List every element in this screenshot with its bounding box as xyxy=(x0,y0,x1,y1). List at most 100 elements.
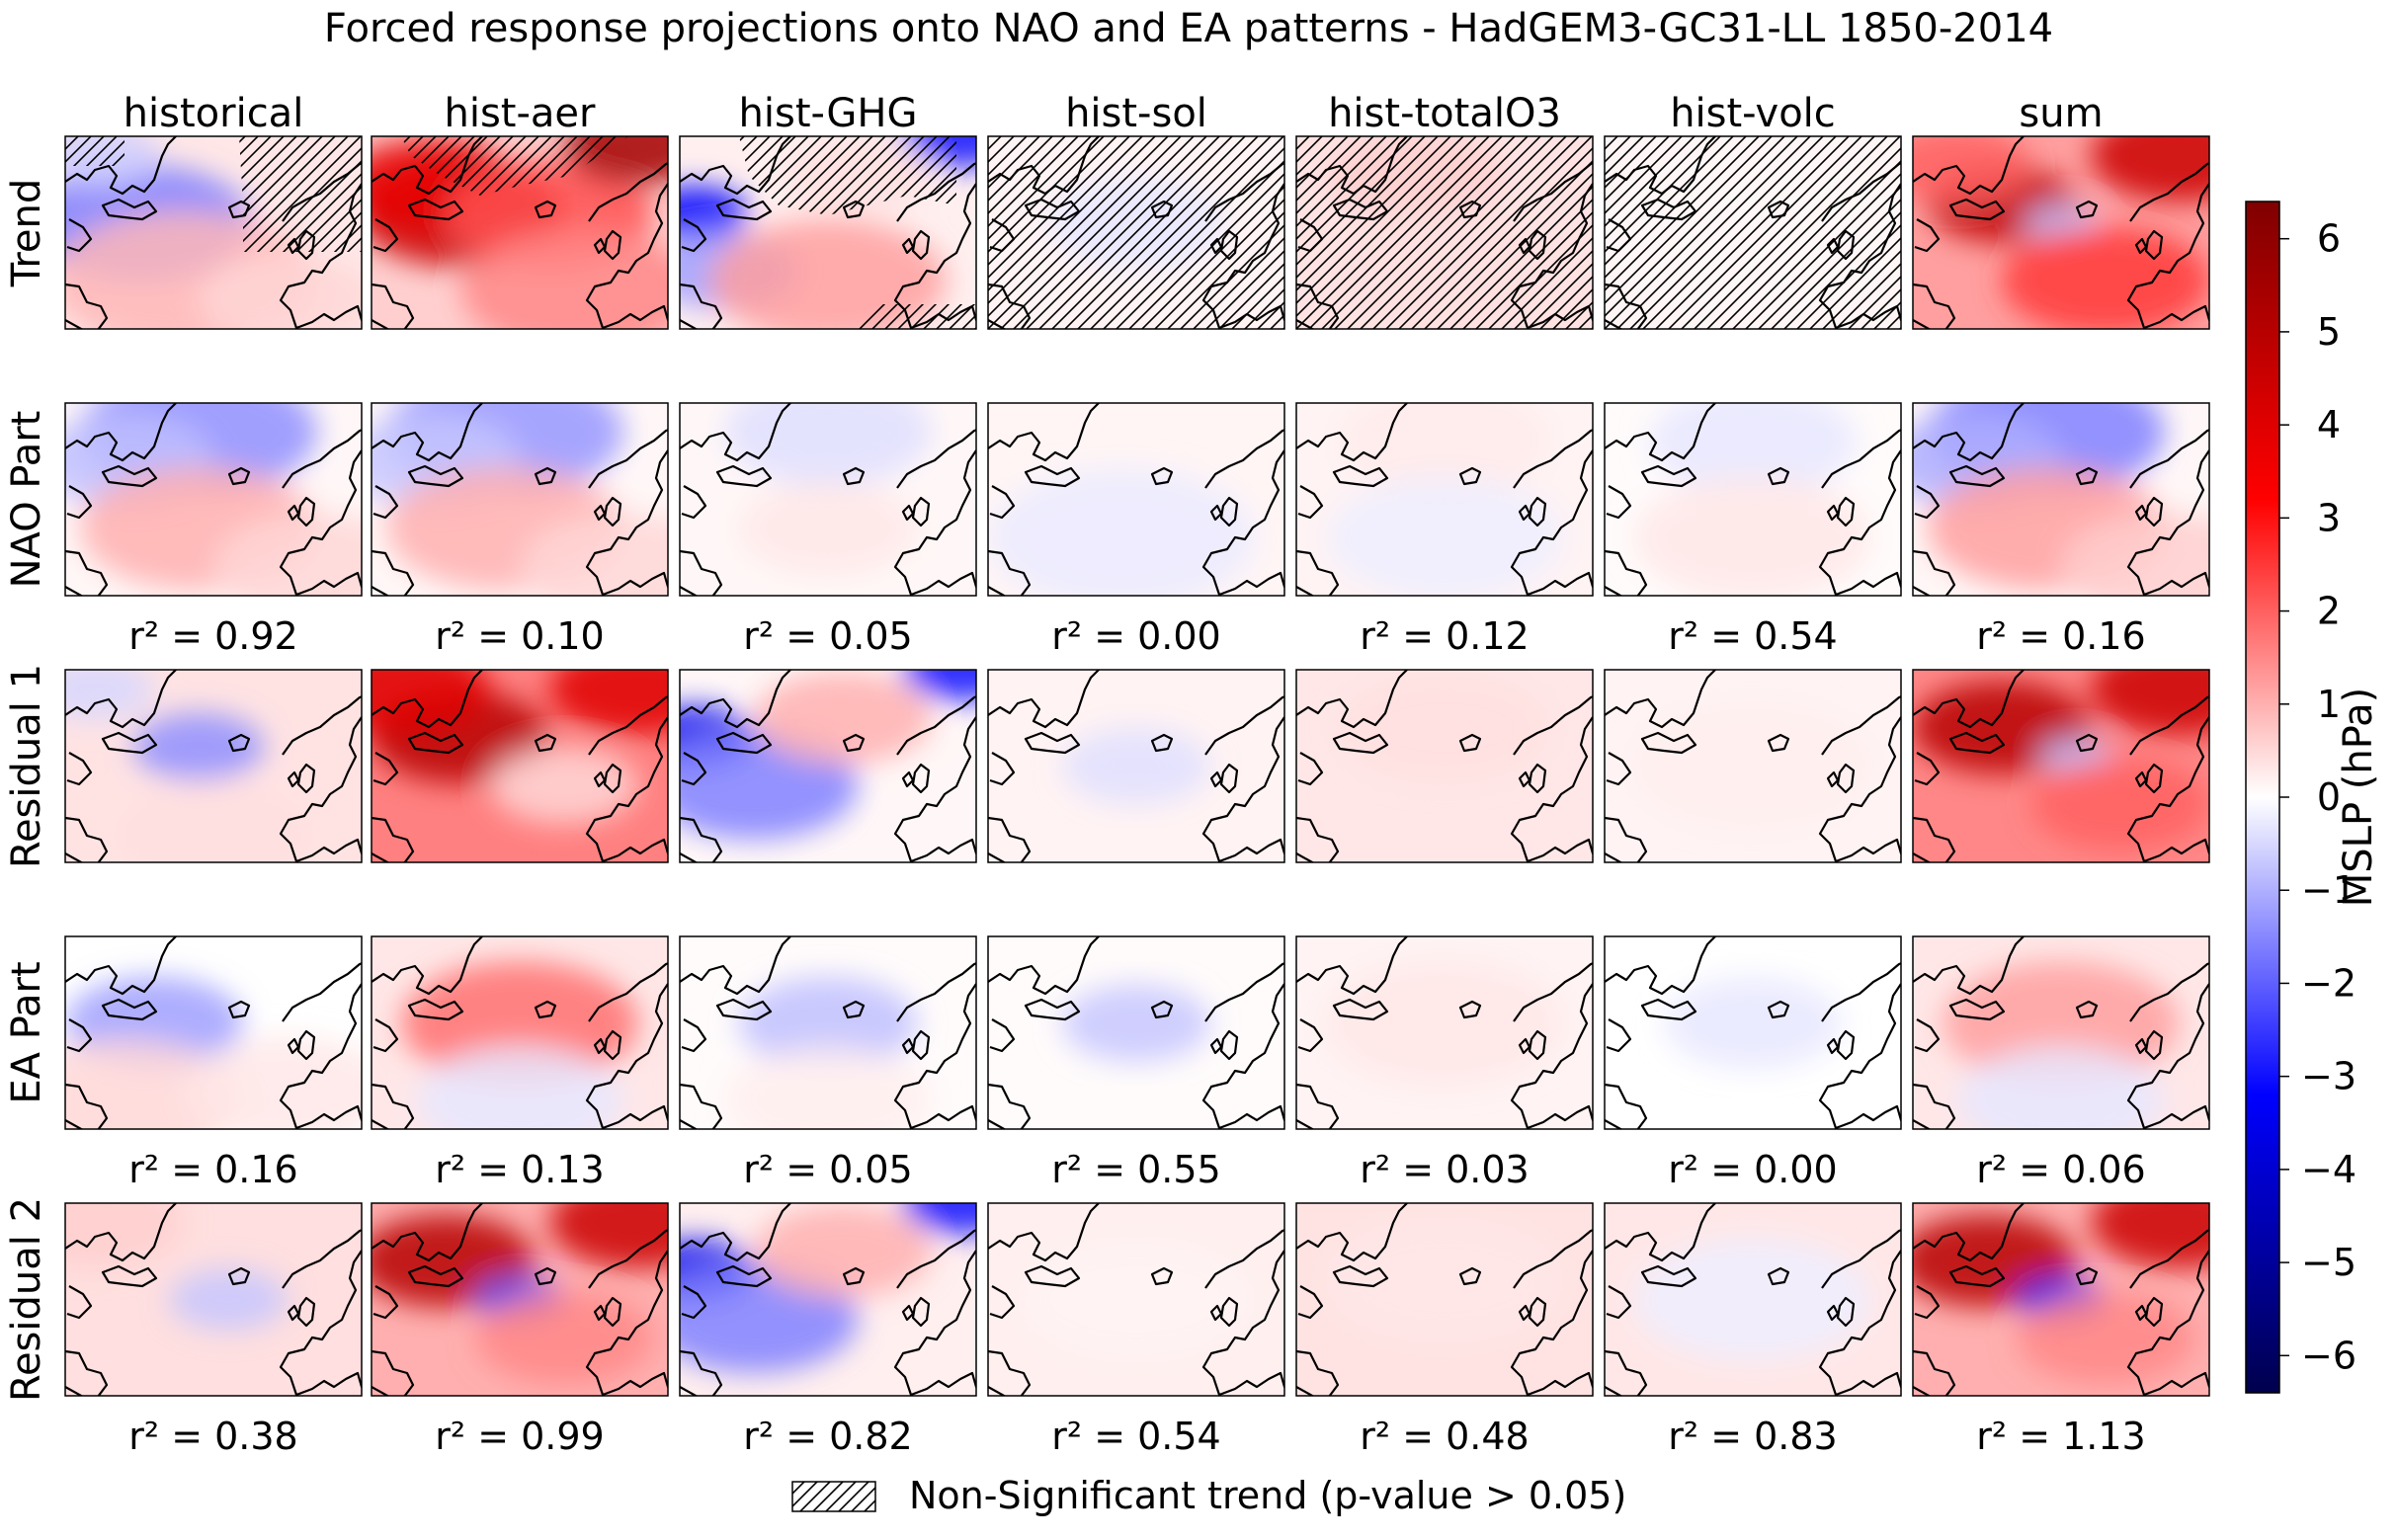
field-anomaly xyxy=(1634,476,1871,596)
colorbar-tick-label: −1 xyxy=(2301,868,2357,912)
panel-frame xyxy=(1604,1202,1902,1397)
field-anomaly xyxy=(902,1203,976,1235)
colorbar-tick-label: −4 xyxy=(2301,1148,2357,1191)
map-panel xyxy=(1912,1202,2210,1397)
row-title: NAO Part xyxy=(4,411,49,589)
map-panel xyxy=(1604,1202,1902,1397)
field-anomaly xyxy=(724,1046,932,1129)
r2-label: r² = 0.06 xyxy=(1976,1148,2145,1191)
map-panel xyxy=(64,402,363,597)
field-anomaly xyxy=(169,1268,288,1331)
field-anomaly xyxy=(754,671,932,765)
map-panel xyxy=(679,135,977,330)
panel-frame xyxy=(1295,669,1594,863)
map-panel xyxy=(64,669,363,863)
map-panel xyxy=(679,402,977,597)
colorbar-ticks: 6 5 4 3 2 1 0 −1 −2 −3 −4 −5 −6 xyxy=(2279,217,2357,1377)
panel-frame xyxy=(64,402,363,597)
r2-label: r² = 0.54 xyxy=(1668,614,1837,658)
panel-frame xyxy=(679,935,977,1130)
r2-label: r² = 0.13 xyxy=(435,1148,604,1191)
field-anomaly xyxy=(549,1203,668,1269)
panel-frame xyxy=(1912,935,2210,1130)
non-significant-hatching xyxy=(65,136,362,252)
map-panel xyxy=(371,135,669,330)
field-anomaly xyxy=(110,779,317,862)
field-anomaly xyxy=(739,976,917,1070)
map-panel xyxy=(371,402,669,597)
map-panel xyxy=(1912,935,2210,1130)
field-anomaly xyxy=(65,670,154,720)
r2-label: r² = 0.54 xyxy=(1051,1415,1220,1458)
non-significant-hatching xyxy=(988,136,1284,329)
field-anomaly xyxy=(199,253,362,329)
chart-title: Forced response projections onto NAO and… xyxy=(324,6,2053,51)
panel-frame xyxy=(371,402,669,597)
field-anomaly xyxy=(475,1291,653,1385)
column-title: historical xyxy=(124,91,304,136)
row-title: Trend xyxy=(4,179,49,287)
field-anomaly xyxy=(65,1203,184,1269)
panel-frame xyxy=(64,1202,363,1397)
field-anomaly xyxy=(2091,136,2209,203)
panel-frame xyxy=(1295,935,1594,1130)
field-anomaly xyxy=(1913,136,2031,204)
map-panel xyxy=(1912,402,2210,597)
map-panel xyxy=(1295,402,1594,597)
map-panel xyxy=(371,669,669,863)
field-anomaly xyxy=(1018,1238,1255,1361)
row-title: Residual 1 xyxy=(4,664,49,868)
panel-frame xyxy=(1604,935,1902,1130)
panel-frame xyxy=(1604,402,1902,597)
map-panel xyxy=(64,1202,363,1397)
legend: Non-Significant trend (p-value > 0.05) xyxy=(791,1474,1626,1517)
field-anomaly xyxy=(1957,1046,2165,1129)
map-panel xyxy=(987,669,1285,863)
map-panel xyxy=(1912,135,2210,330)
panel-frame xyxy=(1604,669,1902,863)
field-anomaly xyxy=(2091,670,2209,736)
panel-frame xyxy=(371,1202,669,1397)
r2-label: r² = 0.12 xyxy=(1360,614,1529,658)
map-panel xyxy=(64,935,363,1130)
r2-label: r² = 0.00 xyxy=(1051,614,1220,658)
map-panel xyxy=(987,402,1285,597)
colorbar-tick-label: −2 xyxy=(2301,961,2357,1005)
row-title: EA Part xyxy=(4,961,49,1103)
row-titles: Trend NAO Part Residual 1 EA Part Residual 2 xyxy=(4,179,49,1402)
panel-frame xyxy=(987,402,1285,597)
column-title: hist-GHG xyxy=(739,91,918,136)
colorbar-tick-label: 0 xyxy=(2317,775,2341,819)
map-panel xyxy=(987,135,1285,330)
map-panel xyxy=(679,1202,977,1397)
r2-label: r² = 0.55 xyxy=(1051,1148,1220,1191)
map-panel xyxy=(64,135,363,330)
legend-hatch-swatch xyxy=(791,1481,876,1512)
field-anomaly xyxy=(490,747,638,824)
map-panel xyxy=(1295,1202,1594,1397)
panel-frame xyxy=(64,935,363,1130)
field-anomaly xyxy=(1634,704,1871,828)
panel-frame xyxy=(679,402,977,597)
r2-label: r² = 0.48 xyxy=(1360,1415,1529,1458)
field-anomaly xyxy=(1326,476,1563,596)
colorbar-label: MSLP (hPa) xyxy=(2336,688,2381,907)
map-panel xyxy=(1912,669,2210,863)
panel-frame xyxy=(987,135,1285,330)
panel-frame xyxy=(64,669,363,863)
r2-label: r² = 0.05 xyxy=(743,614,912,658)
field-anomaly xyxy=(1326,1218,1563,1342)
panel-frame xyxy=(1604,135,1902,330)
map-panel xyxy=(1295,669,1594,863)
field-anomaly xyxy=(754,1204,932,1298)
field-anomaly xyxy=(460,228,668,329)
panel-frame xyxy=(679,135,977,330)
colorbar-tick-label: −5 xyxy=(2301,1241,2357,1284)
non-significant-hatching xyxy=(401,136,628,196)
r2-label: r² = 0.03 xyxy=(1360,1148,1529,1191)
panel-frame xyxy=(987,935,1285,1130)
field-anomaly xyxy=(1943,961,2180,1086)
field-anomaly xyxy=(988,468,1255,596)
field-anomaly xyxy=(724,403,932,486)
panel-frame xyxy=(371,669,669,863)
